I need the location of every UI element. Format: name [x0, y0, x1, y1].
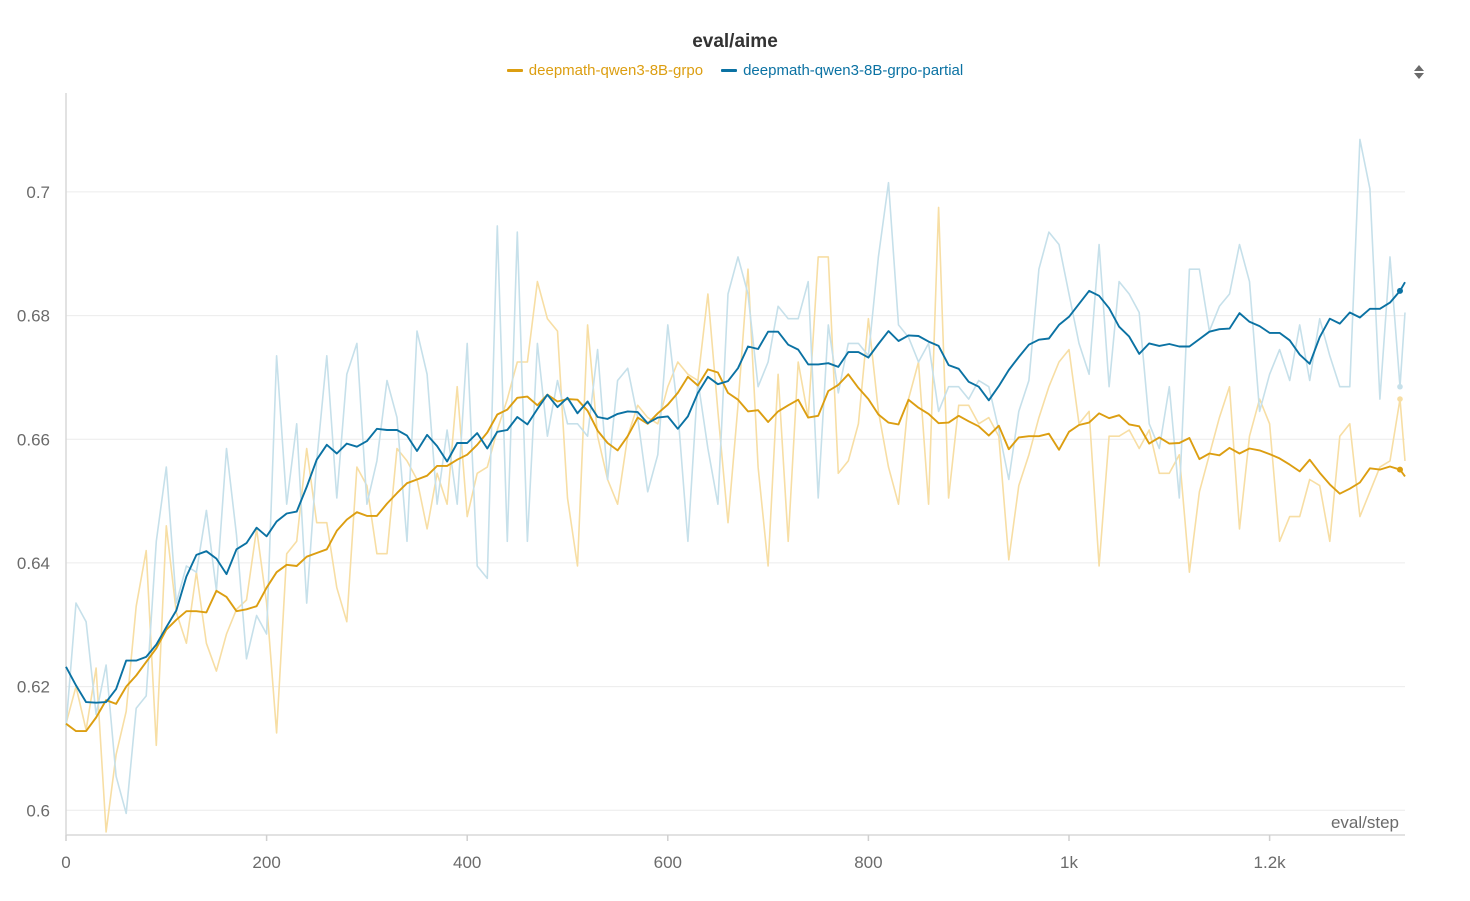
legend: deepmath-qwen3-8B-grpo deepmath-qwen3-8B… — [0, 62, 1470, 79]
x-tick-label: 1.2k — [1254, 853, 1287, 872]
series-line-grpo-partial[interactable] — [65, 281, 1406, 704]
x-tick-label: 400 — [453, 853, 481, 872]
x-tick-label: 200 — [252, 853, 280, 872]
legend-label-grpo: deepmath-qwen3-8B-grpo — [528, 62, 704, 79]
legend-swatch-grpo-partial — [721, 69, 738, 72]
x-tick-label: 1k — [1060, 853, 1078, 872]
x-tick-label: 0 — [61, 853, 70, 872]
x-axis-label: eval/step — [1331, 813, 1399, 832]
y-tick-label: 0.7 — [26, 183, 50, 202]
chart-title: eval/aime — [692, 31, 778, 52]
legend-swatch-grpo — [506, 69, 523, 72]
legend-item-grpo[interactable]: deepmath-qwen3-8B-grpo — [506, 62, 704, 79]
y-tick-label: 0.68 — [17, 307, 50, 326]
legend-item-grpo-partial[interactable]: deepmath-qwen3-8B-grpo-partial — [721, 62, 963, 79]
x-tick-label: 600 — [654, 853, 682, 872]
y-tick-label: 0.6 — [26, 801, 50, 820]
legend-label-grpo-partial: deepmath-qwen3-8B-grpo-partial — [743, 62, 964, 79]
endpoint-marker-grpo-partial — [1396, 287, 1403, 294]
raw-endpoint-marker-grpo — [1397, 396, 1403, 402]
series-line-grpo[interactable] — [65, 368, 1406, 733]
series-raw-line-grpo-partial — [65, 138, 1406, 815]
sort-arrows-icon[interactable] — [1410, 62, 1428, 82]
series-raw-line-grpo — [65, 206, 1406, 833]
y-tick-label: 0.64 — [17, 554, 50, 573]
endpoint-marker-grpo — [1396, 466, 1403, 473]
x-tick-label: 800 — [854, 853, 882, 872]
y-tick-label: 0.66 — [17, 430, 50, 449]
raw-endpoint-marker-grpo-partial — [1397, 383, 1403, 390]
y-tick-label: 0.62 — [17, 678, 50, 697]
